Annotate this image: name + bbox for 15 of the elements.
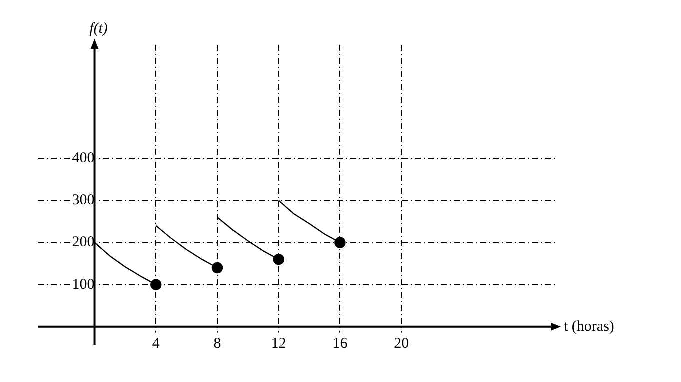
y-tick-label: 400 <box>72 150 95 167</box>
x-tick-label: 4 <box>152 336 160 352</box>
x-tick-label: 20 <box>394 336 410 352</box>
point <box>212 262 224 274</box>
point <box>273 254 284 266</box>
y-axis-title: f(t) <box>90 20 108 37</box>
x-tick-label: 16 <box>332 336 348 352</box>
x-axis-title: t (horas) <box>564 318 614 335</box>
point <box>150 279 162 290</box>
y-tick-label: 100 <box>72 276 95 293</box>
y-tick-label: 300 <box>72 192 95 209</box>
x-tick-label: 8 <box>214 336 222 352</box>
x-tick-label: 12 <box>271 336 286 352</box>
y-tick-label: 200 <box>72 234 95 251</box>
point <box>334 237 346 248</box>
